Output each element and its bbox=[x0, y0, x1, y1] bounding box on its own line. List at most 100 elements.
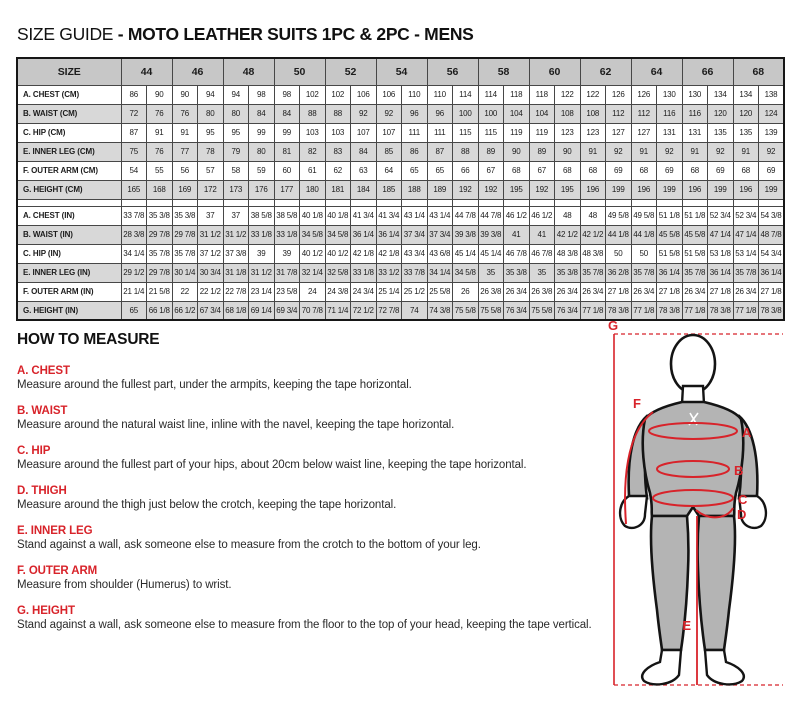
measure-item: G. HEIGHT Stand against a wall, ask someo… bbox=[17, 605, 597, 631]
value-cell: 48 3/8 bbox=[579, 243, 606, 264]
value-cell: 199 bbox=[707, 179, 734, 200]
value-cell: 24 3/8 bbox=[324, 281, 351, 302]
value-cell: 35 3/8 bbox=[171, 205, 198, 226]
value-cell: 77 1/8 bbox=[681, 300, 708, 321]
measure-item-text: Measure around the thigh just below the … bbox=[17, 499, 397, 511]
value-cell: 35 7/8 bbox=[732, 262, 759, 283]
value-cell: 41 3/4 bbox=[350, 205, 377, 226]
value-cell: 45 5/8 bbox=[656, 224, 683, 245]
value-cell: 127 bbox=[630, 122, 657, 143]
value-cell: 106 bbox=[375, 84, 402, 105]
value-cell: 56 bbox=[171, 160, 198, 181]
value-cell: 33 7/8 bbox=[120, 205, 147, 226]
measure-item-text: Measure around the fullest part, under t… bbox=[17, 379, 412, 391]
value-cell: 168 bbox=[146, 179, 173, 200]
value-cell: 189 bbox=[426, 179, 453, 200]
value-cell: 53 1/8 bbox=[707, 243, 734, 264]
gap-cell bbox=[681, 198, 708, 207]
value-cell: 26 3/8 bbox=[528, 281, 555, 302]
value-cell: 102 bbox=[299, 84, 326, 105]
value-cell: 70 7/8 bbox=[299, 300, 326, 321]
value-cell: 40 1/8 bbox=[324, 205, 351, 226]
row-label-cell: G. HEIGHT (IN) bbox=[16, 300, 122, 321]
mannequin-head bbox=[669, 333, 717, 395]
value-cell: 96 bbox=[401, 103, 428, 124]
row-label-cell: C. HIP (CM) bbox=[16, 122, 122, 143]
figure-label-g: G bbox=[608, 318, 618, 333]
value-cell: 43 3/4 bbox=[401, 243, 428, 264]
value-cell: 135 bbox=[707, 122, 734, 143]
value-cell: 95 bbox=[222, 122, 249, 143]
value-cell: 40 1/8 bbox=[299, 205, 326, 226]
value-cell: 37 1/2 bbox=[197, 243, 224, 264]
value-cell: 116 bbox=[656, 103, 683, 124]
value-cell: 123 bbox=[554, 122, 581, 143]
value-cell: 99 bbox=[273, 122, 300, 143]
value-cell: 25 5/8 bbox=[426, 281, 453, 302]
value-cell: 78 bbox=[197, 141, 224, 162]
value-cell: 67 bbox=[528, 160, 555, 181]
value-cell: 35 3/8 bbox=[503, 262, 530, 283]
value-cell: 33 1/2 bbox=[375, 262, 402, 283]
value-cell: 192 bbox=[528, 179, 555, 200]
value-cell: 110 bbox=[426, 84, 453, 105]
measure-item-text: Measure from shoulder (Humerus) to wrist… bbox=[17, 579, 232, 591]
measure-item-text: Measure around the natural waist line, i… bbox=[17, 419, 455, 431]
value-cell: 89 bbox=[528, 141, 555, 162]
value-cell: 33 7/8 bbox=[401, 262, 428, 283]
value-cell: 192 bbox=[477, 179, 504, 200]
measure-item-text: Stand against a wall, ask someone else t… bbox=[17, 539, 481, 551]
value-cell: 119 bbox=[528, 122, 555, 143]
body-measurement-figure: G F A B C D E bbox=[608, 318, 783, 686]
value-cell: 48 7/8 bbox=[758, 224, 785, 245]
row-label-cell: B. WAIST (CM) bbox=[16, 103, 122, 124]
value-cell: 180 bbox=[299, 179, 326, 200]
value-cell: 72 7/8 bbox=[375, 300, 402, 321]
value-cell: 36 1/4 bbox=[375, 224, 402, 245]
measurement-row-cm: A. CHEST (CM) 86 90 90 94 94 98 98 102 102 106 106 1… bbox=[16, 84, 785, 105]
measure-item-text: Measure around the fullest part of your … bbox=[17, 459, 527, 471]
value-cell: 89 bbox=[477, 141, 504, 162]
value-cell: 100 bbox=[452, 103, 479, 124]
value-cell: 48 3/8 bbox=[554, 243, 581, 264]
value-cell: 44 1/8 bbox=[630, 224, 657, 245]
size-column-header: 46 bbox=[171, 57, 224, 86]
value-cell: 92 bbox=[707, 141, 734, 162]
gap-cell bbox=[324, 198, 351, 207]
value-cell: 108 bbox=[554, 103, 581, 124]
page-title-prefix: SIZE GUIDE bbox=[17, 24, 114, 44]
value-cell: 45 1/4 bbox=[477, 243, 504, 264]
value-cell: 37 bbox=[222, 205, 249, 226]
measurement-row-cm: G. HEIGHT (CM) 165 168 169 172 173 176 177 180 18… bbox=[16, 179, 785, 200]
row-label-cell: F. OUTER ARM (CM) bbox=[16, 160, 122, 181]
value-cell: 67 3/4 bbox=[197, 300, 224, 321]
value-cell: 169 bbox=[171, 179, 198, 200]
value-cell: 69 bbox=[758, 160, 785, 181]
value-cell: 42 1/2 bbox=[554, 224, 581, 245]
value-cell: 88 bbox=[324, 103, 351, 124]
value-cell: 26 3/8 bbox=[477, 281, 504, 302]
value-cell: 41 3/4 bbox=[375, 205, 402, 226]
mannequin-right-foot bbox=[641, 648, 683, 686]
gap-cell bbox=[299, 198, 326, 207]
figure-label-e: E bbox=[682, 618, 691, 633]
value-cell: 80 bbox=[222, 103, 249, 124]
value-cell: 92 bbox=[375, 103, 402, 124]
measurement-line-f bbox=[624, 411, 654, 525]
value-cell: 130 bbox=[681, 84, 708, 105]
value-cell: 68 bbox=[681, 160, 708, 181]
size-column-header: 58 bbox=[477, 57, 530, 86]
value-cell: 85 bbox=[375, 141, 402, 162]
value-cell: 77 1/8 bbox=[630, 300, 657, 321]
value-cell: 195 bbox=[503, 179, 530, 200]
figure-label-a: A bbox=[742, 425, 752, 440]
value-cell: 68 bbox=[732, 160, 759, 181]
value-cell: 29 7/8 bbox=[146, 224, 173, 245]
value-cell: 84 bbox=[273, 103, 300, 124]
value-cell: 103 bbox=[299, 122, 326, 143]
size-column-header: 60 bbox=[528, 57, 581, 86]
row-label-cell: A. CHEST (CM) bbox=[16, 84, 122, 105]
value-cell: 37 3/4 bbox=[426, 224, 453, 245]
value-cell: 131 bbox=[681, 122, 708, 143]
value-cell: 51 1/8 bbox=[656, 205, 683, 226]
